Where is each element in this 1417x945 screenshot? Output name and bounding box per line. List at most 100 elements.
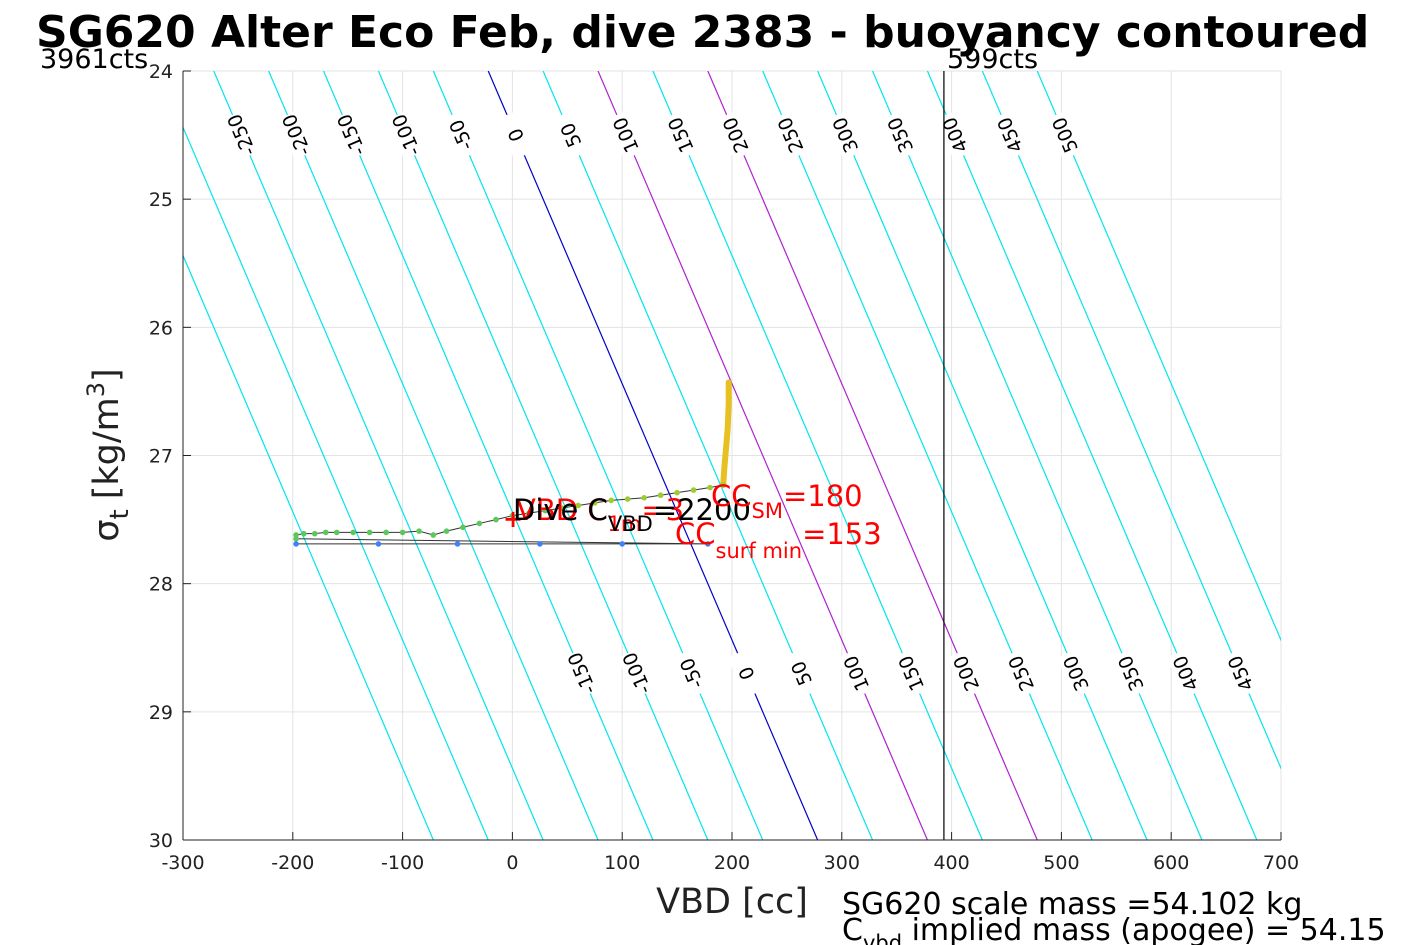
cc-surf-main: CC — [675, 517, 716, 551]
green-point — [293, 536, 299, 542]
contour-label-bg — [1111, 648, 1150, 698]
blue-point — [537, 541, 543, 547]
contour-label-bg — [672, 648, 711, 698]
contour-line-350 — [871, 71, 1203, 840]
y-tick-label: 28 — [149, 574, 173, 596]
contour-label-bg — [222, 110, 260, 160]
cc-sm-sub: SM — [752, 499, 783, 523]
cc-sm-value: =180 — [783, 479, 863, 513]
x-tick-label: -200 — [271, 852, 314, 874]
green-point — [624, 496, 631, 502]
contour-line-100 — [597, 71, 928, 840]
svg-text:σt[kg/m3]: σt [kg/m3] — [82, 368, 135, 541]
contour-line--250 — [213, 71, 544, 840]
contour-label-bg — [727, 648, 766, 698]
contour-label-bg — [782, 648, 820, 698]
implied-mass-text: Cvbd implied mass (apogee) = 54.15 — [842, 913, 1386, 945]
blue-point — [619, 541, 625, 547]
x-tick-label: -300 — [161, 852, 204, 874]
data-series — [293, 379, 732, 547]
green-point — [350, 529, 356, 536]
contour-line--100 — [377, 71, 709, 840]
contour-label-bg — [1002, 648, 1040, 698]
y-label-sigma: σ — [87, 519, 127, 541]
contour-label-bg — [1056, 648, 1095, 698]
blue-point — [375, 541, 382, 547]
green-point — [430, 532, 437, 538]
vbd-c-annotation: VBD C1m=3 — [516, 493, 684, 536]
contour-label-bg — [606, 110, 645, 160]
contour-label-bg — [936, 110, 974, 160]
left-count-label: 3961cts — [40, 44, 148, 75]
implied-mass-main: C — [842, 913, 863, 945]
green-point — [399, 529, 406, 536]
green-point — [293, 532, 299, 538]
contour-label-bg — [826, 110, 864, 160]
contour-label-bg — [277, 110, 315, 160]
green-point — [311, 530, 318, 537]
green-point — [641, 494, 647, 501]
contour-line--150 — [322, 71, 654, 840]
contour-label-bottom: 350 — [1111, 648, 1150, 698]
contour-label-bg — [496, 110, 535, 160]
green-point — [383, 529, 389, 536]
green-point — [493, 516, 499, 523]
cc-surf-sub: surf min — [716, 539, 803, 563]
contour-line--300 — [183, 125, 489, 840]
y-tick-label: 25 — [149, 189, 173, 211]
contour-label-bg — [1221, 648, 1260, 698]
green-point — [720, 482, 727, 488]
contour-line-150 — [652, 71, 983, 840]
cc-surf-annotation: CCsurf min=153 — [675, 517, 882, 563]
green-point — [657, 492, 664, 499]
blue-point — [454, 541, 461, 547]
implied-mass-sub: vbd — [863, 931, 902, 945]
y-tick-label: 30 — [149, 830, 173, 852]
green-point — [608, 497, 615, 504]
green-point — [416, 528, 422, 534]
green-point — [460, 524, 466, 531]
contour-line-0 — [487, 71, 819, 840]
contour-label-bg — [716, 110, 755, 160]
green-point — [575, 502, 582, 509]
contour-label-bg — [881, 110, 919, 160]
vbd-c-value: =3 — [641, 493, 684, 527]
contour-line-400 — [926, 71, 1258, 840]
green-point — [443, 528, 450, 534]
contour-label-bg — [892, 648, 930, 698]
green-point — [300, 530, 307, 537]
vbd-c-main: VBD C — [516, 493, 608, 527]
contour-label-bg — [991, 110, 1029, 160]
x-tick-label: 100 — [604, 852, 640, 874]
y-label-units-close: ] — [87, 368, 127, 382]
contour-line-300 — [817, 71, 1148, 840]
axes: -300 -200 -100 0 100 200 300 400 500 600 700242526… — [149, 61, 1299, 874]
cc-sm-main: CC — [711, 479, 752, 513]
contour-labels: -250 -200 -150 -100 -50 0 50 100 150 200 250 300 350… — [222, 110, 1260, 698]
vbd-c-sub: 1m — [608, 512, 642, 536]
green-point — [591, 500, 598, 506]
green-point — [366, 529, 373, 536]
x-tick-label: 500 — [1043, 852, 1079, 874]
blue-point — [705, 541, 711, 547]
green-point — [333, 529, 340, 536]
green-point — [509, 512, 516, 519]
y-label-units: [kg/m — [87, 397, 127, 499]
green-point — [707, 484, 713, 491]
contour-line--350 — [183, 254, 434, 840]
contour-line--50 — [432, 71, 764, 840]
contour-line-200 — [707, 71, 1038, 840]
dive-c-value: =2200 — [653, 493, 751, 527]
contour-label-bg — [837, 648, 875, 698]
y-tick-label: 27 — [149, 446, 173, 468]
y-tick-label: 29 — [149, 702, 173, 724]
green-point — [559, 505, 565, 511]
implied-mass-value: implied mass (apogee) = 54.15 — [902, 913, 1386, 945]
contour-label-bg — [947, 648, 985, 698]
x-tick-label: -100 — [381, 852, 424, 874]
contour-label-bg — [1045, 110, 1084, 160]
contour-label-bg — [387, 110, 425, 160]
cc-sm-annotation: CCSM=180 — [711, 479, 863, 523]
green-point — [690, 487, 697, 493]
